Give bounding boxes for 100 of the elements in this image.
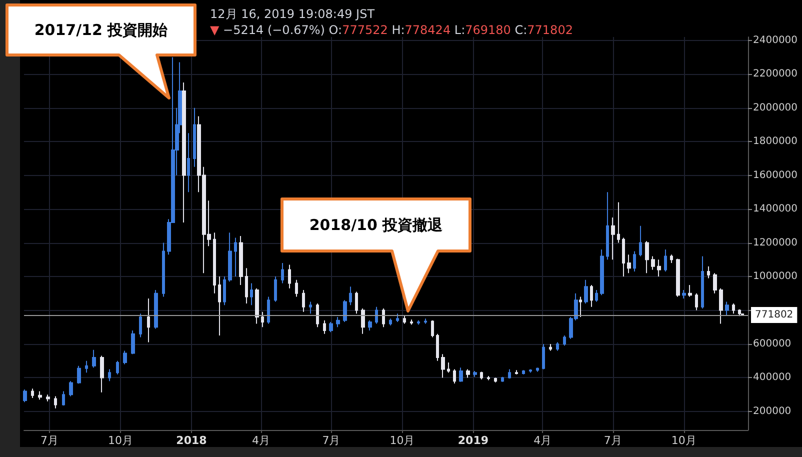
candlestick [267, 296, 270, 324]
candlestick [424, 318, 427, 324]
y-tick-label: 2400000 [753, 34, 798, 46]
candlestick [316, 303, 319, 328]
candlestick [556, 342, 559, 352]
candlestick [676, 258, 680, 298]
y-tick-label: 1200000 [753, 237, 798, 248]
y-tick-label: 1000000 [753, 271, 798, 282]
y-tick-label: 200000 [753, 406, 792, 417]
candlestick [329, 322, 333, 333]
candlestick [77, 365, 81, 384]
candlestick [218, 276, 221, 336]
candlestick [234, 237, 237, 278]
candlestick [92, 349, 96, 368]
candlestick [343, 300, 347, 323]
candlestick [466, 368, 470, 378]
candlestick [549, 343, 552, 352]
ref-line-label: 771802 [755, 310, 794, 320]
candlestick [139, 313, 142, 338]
candlestick [274, 276, 277, 302]
y-tick-label: 1600000 [753, 170, 798, 181]
candlestick [100, 355, 104, 393]
x-tick-label: 7月 [322, 434, 340, 447]
candlestick [515, 370, 518, 375]
candlestick [617, 202, 620, 244]
x-tick-label: 10月 [671, 434, 696, 447]
candlestick [403, 314, 406, 324]
candlestick [54, 396, 57, 409]
y-tick-label: 2200000 [753, 68, 798, 80]
candlestick [645, 240, 649, 274]
candlestick [182, 82, 186, 224]
candlestick [707, 266, 710, 279]
y-tick-label: 1400000 [753, 204, 798, 215]
candlestick [281, 262, 284, 284]
candlestick [459, 367, 463, 382]
candlestick [323, 320, 326, 334]
text: ▼ −5214 (−0.67%) O:777522 H:778424 L:769180 C:771802 [210, 23, 573, 37]
candlestick [590, 284, 593, 308]
candlestick [579, 296, 582, 318]
candlestick [611, 216, 615, 260]
candlestick [453, 368, 456, 384]
x-tick-label: 4月 [534, 434, 552, 447]
candlestick [595, 290, 598, 302]
candlestick [389, 318, 392, 326]
candlestick [382, 308, 385, 328]
annotation: 2018/10 投資撤退 [308, 215, 444, 236]
candlestick [239, 236, 243, 286]
candlestick [701, 256, 704, 310]
x-tick-label: 10月 [108, 434, 133, 447]
candlestick [725, 301, 729, 316]
candlestick [228, 232, 232, 282]
candlestick [487, 376, 490, 381]
candlestick [417, 320, 420, 326]
candlestick [606, 192, 609, 260]
candlestick [436, 333, 439, 362]
candlestick [600, 249, 604, 296]
candlestick [162, 242, 165, 298]
candlestick [62, 390, 65, 406]
candlestick [447, 362, 450, 374]
candlestick [688, 284, 692, 298]
candlestick [295, 279, 298, 298]
candlestick [245, 268, 248, 304]
candlestick [431, 320, 434, 338]
candlestick [361, 308, 365, 334]
candlestick [657, 259, 661, 278]
candlestick [85, 360, 88, 374]
candlestick [627, 254, 631, 274]
candlestick [131, 330, 135, 355]
candlestick [69, 380, 73, 397]
candlestick [187, 132, 190, 193]
candlestick [368, 320, 372, 331]
candlestick [664, 249, 667, 272]
candlestick [473, 370, 477, 378]
candlestick [719, 288, 723, 324]
candlestick [213, 232, 216, 294]
candlestick [536, 367, 539, 372]
x-tick-label: 7月 [604, 434, 622, 447]
candlestick [302, 290, 305, 312]
candlestick [108, 368, 111, 382]
x-tick-label: 2019 [458, 434, 489, 447]
annotation: 2017/12 投資開始 [33, 20, 169, 41]
y-tick-label: 400000 [753, 372, 792, 384]
candlestick [738, 308, 741, 317]
x-tick-label: 10月 [390, 434, 415, 447]
candlestick [584, 279, 588, 304]
x-tick-label: 2018 [176, 434, 207, 447]
candlestick [542, 343, 545, 370]
x-tick-label: 4月 [252, 434, 270, 447]
candlestick [639, 225, 642, 257]
candlestick [410, 319, 413, 326]
candlestick [670, 254, 673, 264]
candlestick [375, 306, 378, 324]
candlestick [713, 272, 717, 294]
candlestick [223, 276, 226, 306]
candlestick [501, 376, 504, 382]
candlestick [38, 390, 42, 400]
candlestick [288, 264, 291, 289]
y-tick-label: 1800000 [753, 136, 798, 148]
candlestick [508, 368, 511, 380]
chart-title: 12月 16, 2019 19:08:49 JST [210, 7, 376, 21]
